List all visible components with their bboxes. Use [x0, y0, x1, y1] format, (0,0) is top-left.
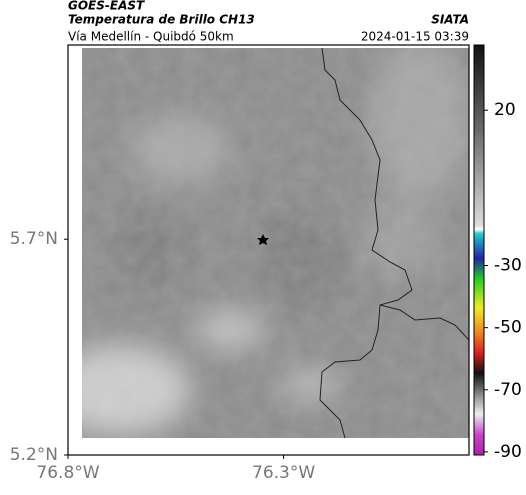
colorbar — [473, 44, 485, 456]
station-marker — [257, 234, 269, 245]
x-tick-label: 76.3°W — [252, 463, 315, 483]
colorbar-tick-label: 20 — [494, 100, 516, 120]
datetime: 2024-01-15 03:39 — [361, 30, 469, 44]
subtitle: Temperatura de Brillo CH13 — [68, 13, 255, 27]
x-tick-label: 76.8°W — [36, 463, 99, 483]
y-tick-label: 5.7°N — [10, 229, 58, 249]
colorbar-tick-label: -70 — [494, 380, 522, 400]
map-frame — [67, 44, 470, 456]
colorbar-tick-label: -50 — [494, 318, 522, 338]
colorbar-tick-label: -30 — [494, 256, 522, 276]
location: Vía Medellín - Quibdó 50km — [68, 30, 234, 44]
source: SIATA — [431, 13, 469, 27]
colorbar-tick-label: -90 — [494, 442, 522, 462]
satellite-image — [82, 48, 469, 438]
y-tick-label: 5.2°N — [10, 445, 58, 465]
title: GOES-EAST — [68, 0, 145, 13]
